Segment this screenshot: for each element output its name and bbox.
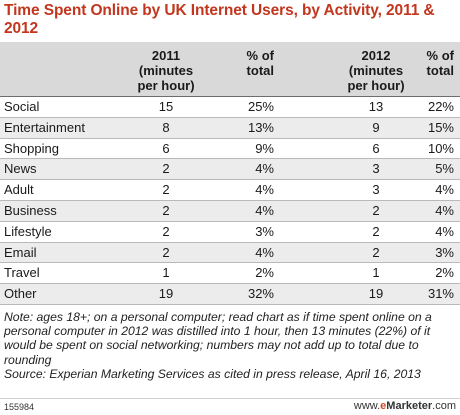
cell-2012-minutes: 3 — [372, 182, 380, 198]
cell-activity: News — [4, 161, 37, 177]
cell-2012-pct: 2% — [435, 265, 454, 281]
cell-2011-pct: 13% — [247, 119, 274, 135]
logo-e: e — [380, 400, 387, 412]
table-row: Email 2 4% 2 3% — [0, 242, 460, 264]
table-row: Adult 2 4% 3 4% — [0, 180, 460, 201]
cell-activity: Other — [4, 286, 37, 302]
table-row: News 2 4% 3 5% — [0, 159, 460, 181]
emarketer-logo: www.eMarketer.com — [354, 399, 456, 414]
cell-2012-minutes: 1 — [372, 265, 380, 281]
cell-2011-minutes: 2 — [162, 244, 170, 260]
table-row: Entertainment 8 13% 9 15% — [0, 117, 460, 139]
cell-2012-pct: 5% — [435, 161, 454, 177]
cell-2011-minutes: 2 — [162, 161, 170, 177]
table-header-row: 2011 (minutes per hour) % of total 2012 … — [0, 42, 460, 97]
header-2012-pct: % of total — [426, 48, 454, 78]
cell-activity: Adult — [4, 182, 34, 198]
logo-prefix: www. — [353, 400, 381, 412]
cell-activity: Social — [4, 99, 40, 114]
cell-2012-minutes: 6 — [372, 140, 380, 156]
cell-2012-minutes: 2 — [372, 244, 380, 260]
cell-2011-minutes: 2 — [162, 202, 170, 218]
cell-2011-pct: 4% — [255, 244, 274, 260]
cell-2012-minutes: 2 — [372, 202, 380, 218]
cell-2012-pct: 15% — [427, 119, 454, 135]
cell-activity: Email — [4, 244, 37, 260]
chart-source: Source: Experian Marketing Services as c… — [4, 366, 421, 381]
header-2012-minutes: 2012 (minutes per hour) — [347, 48, 405, 93]
cell-2011-pct: 4% — [255, 161, 274, 177]
cell-2011-minutes: 8 — [162, 119, 170, 135]
cell-2011-minutes: 19 — [158, 286, 174, 302]
table-row: Business 2 4% 2 4% — [0, 200, 460, 222]
cell-2011-pct: 32% — [247, 286, 274, 302]
chart-id: 155984 — [4, 402, 35, 412]
cell-2011-pct: 3% — [255, 223, 274, 239]
cell-2011-pct: 4% — [255, 202, 274, 218]
cell-activity: Travel — [4, 265, 40, 281]
cell-2011-minutes: 15 — [158, 99, 174, 114]
cell-2012-minutes: 3 — [372, 161, 380, 177]
cell-2011-minutes: 1 — [162, 265, 170, 281]
data-table: 2011 (minutes per hour) % of total 2012 … — [0, 42, 460, 305]
header-2011-minutes: 2011 (minutes per hour) — [137, 48, 195, 93]
cell-2011-pct: 9% — [255, 140, 274, 156]
header-2011-pct: % of total — [246, 48, 274, 78]
chart-note: Note: ages 18+; on a personal computer; … — [4, 310, 432, 367]
cell-2012-minutes: 9 — [372, 119, 380, 135]
notes-block: Note: ages 18+; on a personal computer; … — [4, 310, 456, 381]
cell-2011-minutes: 2 — [162, 182, 170, 198]
cell-activity: Business — [4, 202, 57, 218]
footer: 155984 www.eMarketer.com — [0, 398, 460, 415]
cell-activity: Entertainment — [4, 119, 85, 135]
cell-activity: Lifestyle — [4, 223, 52, 239]
cell-2012-pct: 22% — [427, 99, 454, 114]
cell-2012-pct: 4% — [435, 202, 454, 218]
cell-2012-minutes: 13 — [368, 99, 384, 114]
cell-2011-minutes: 6 — [162, 140, 170, 156]
cell-2012-minutes: 2 — [372, 223, 380, 239]
logo-suffix: .com — [432, 400, 456, 412]
logo-name: Marketer — [386, 400, 433, 412]
cell-2012-minutes: 19 — [368, 286, 384, 302]
table-row: Other 19 32% 19 31% — [0, 284, 460, 305]
cell-2011-pct: 4% — [255, 182, 274, 198]
cell-2011-pct: 2% — [255, 265, 274, 281]
chart-title: Time Spent Online by UK Internet Users, … — [4, 2, 435, 37]
cell-2012-pct: 3% — [435, 244, 454, 260]
table-row: Social 15 25% 13 22% — [0, 97, 460, 118]
table-row: Lifestyle 2 3% 2 4% — [0, 222, 460, 243]
cell-2012-pct: 4% — [435, 223, 454, 239]
cell-2012-pct: 31% — [427, 286, 454, 302]
cell-2011-minutes: 2 — [162, 223, 170, 239]
cell-2012-pct: 10% — [427, 140, 454, 156]
table-body: Social 15 25% 13 22% Entertainment 8 13% 9 15% Sho… — [0, 97, 460, 305]
cell-activity: Shopping — [4, 140, 59, 156]
cell-2011-pct: 25% — [247, 99, 274, 114]
table-row: Shopping 6 9% 6 10% — [0, 139, 460, 160]
cell-2012-pct: 4% — [435, 182, 454, 198]
table-row: Travel 1 2% 1 2% — [0, 263, 460, 285]
